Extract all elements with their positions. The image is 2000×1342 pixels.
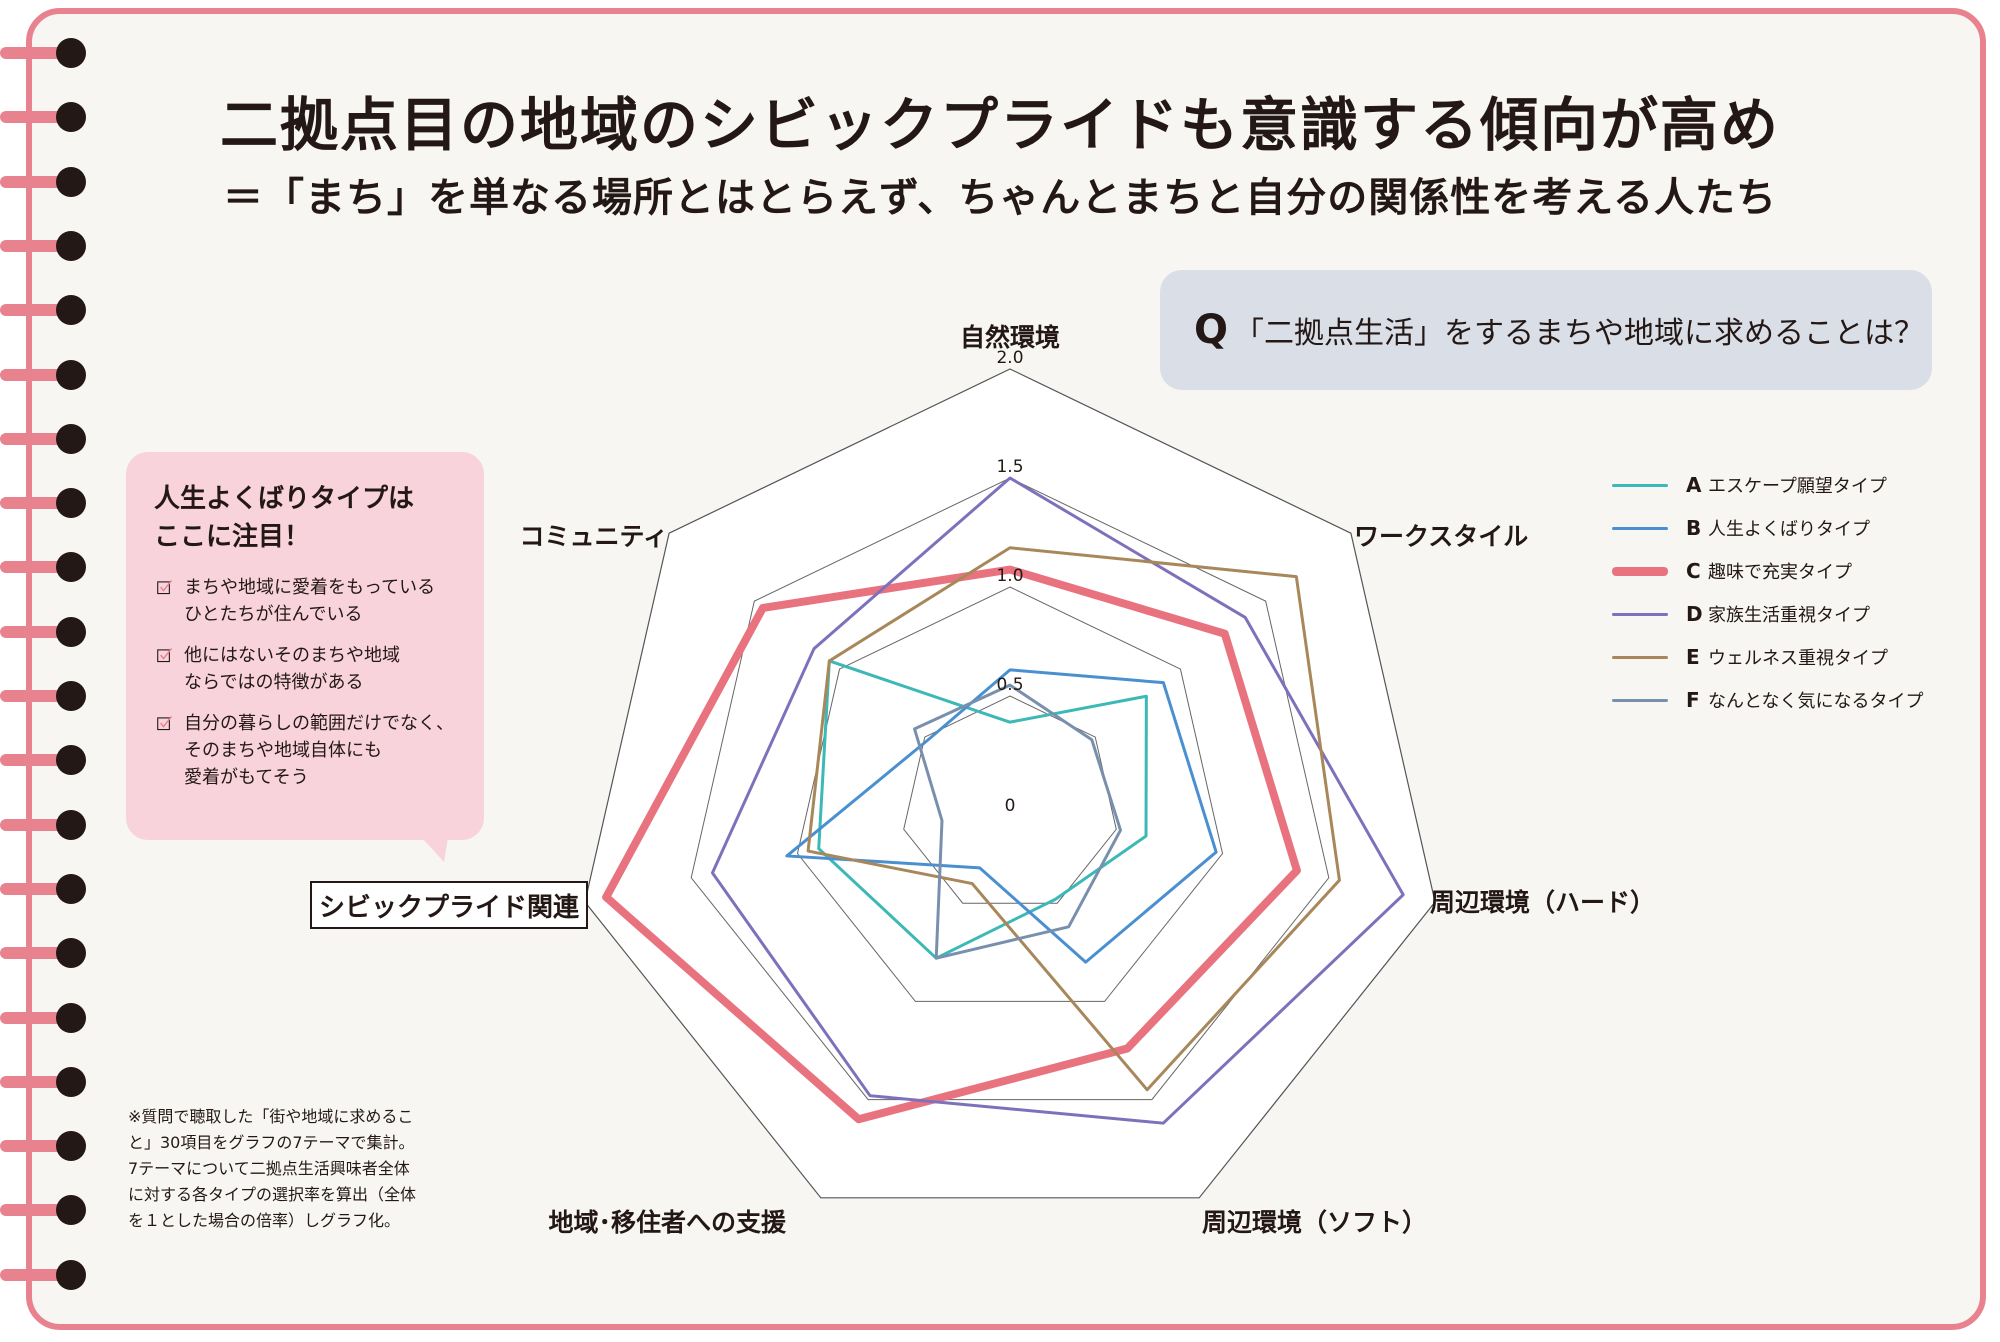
legend-letter: D	[1686, 602, 1703, 626]
binder-ring	[0, 230, 90, 261]
binder-ring	[0, 1259, 90, 1290]
series-line-F	[913, 683, 1123, 960]
series-line-E	[806, 546, 1341, 1092]
page-subtitle: ＝「まち」を単なる場所とはとらえず、ちゃんとまちと自分の関係性を考える人たち	[223, 175, 1777, 221]
legend-item: A エスケープ願望タイプ	[1612, 470, 1887, 500]
axis-label: 自然環境	[960, 323, 1060, 352]
binder-ring	[0, 1131, 90, 1162]
binder-ring	[0, 166, 90, 197]
footnote: ※質問で聴取した「街や地域に求めるこ と」30項目をグラフの7テーマで集計。 7…	[128, 1107, 417, 1230]
binder-ring	[0, 938, 90, 969]
series-line-A	[817, 659, 1148, 960]
question-mark-label: Q	[1194, 307, 1229, 353]
binder-ring	[0, 873, 90, 904]
legend-letter: A	[1686, 473, 1702, 497]
legend-letter: F	[1686, 688, 1700, 712]
binder-ring	[0, 616, 90, 647]
tick-label: 0.5	[996, 675, 1023, 695]
tick-label: 1.5	[996, 457, 1023, 477]
radar-grid-ring	[796, 586, 1224, 1002]
tick-label: 0	[1005, 796, 1016, 816]
series-line-C	[602, 565, 1301, 1124]
callout-box: 人生よくばりタイプは ここに注目！ まちや地域に愛着をもっている ひとたちが住ん…	[126, 452, 484, 862]
legend-item: E ウェルネス重視タイプ	[1612, 642, 1888, 672]
binder-ring	[0, 423, 90, 454]
checkbox-icon	[157, 716, 173, 731]
legend-letter: B	[1686, 516, 1702, 540]
legend-swatch	[1612, 483, 1668, 487]
legend-swatch	[1612, 698, 1668, 702]
binder-ring	[0, 102, 90, 133]
legend-letter: C	[1686, 559, 1701, 583]
legend-label: エスケープ願望タイプ	[1708, 476, 1887, 497]
question-text: 「二拠点生活」をするまちや地域に求めることは？	[1234, 316, 1925, 351]
binder-ring	[0, 38, 90, 68]
binder-ring	[0, 552, 90, 583]
binder-rings	[0, 0, 100, 1342]
binder-ring	[0, 488, 90, 519]
callout-item-text: まちや地域に愛着をもっている ひとたちが住んでいる	[184, 577, 436, 625]
legend-swatch	[1612, 566, 1668, 576]
callout-item-text: 他にはないそのまちや地域 ならではの特徴がある	[184, 645, 400, 693]
series-line-B	[785, 668, 1218, 964]
binder-ring	[0, 1195, 90, 1226]
axis-label: ワークスタイル	[1354, 522, 1528, 551]
tick-label: 2.0	[996, 348, 1023, 368]
callout-item: 自分の暮らしの範囲だけでなく、 そのまちや地域自体にも 愛着がもてそう	[154, 710, 460, 791]
legend-label: なんとなく気になるタイプ	[1708, 691, 1924, 712]
callout-item: まちや地域に愛着をもっている ひとたちが住んでいる	[154, 574, 460, 628]
legend-item: C 趣味で充実タイプ	[1612, 556, 1852, 586]
checkbox-icon	[157, 580, 173, 595]
binder-ring	[0, 745, 90, 776]
binder-ring	[0, 295, 90, 326]
callout-item: 他にはないそのまちや地域 ならではの特徴がある	[154, 642, 460, 696]
series-line-D	[710, 476, 1405, 1125]
callout-heading: 人生よくばりタイプは ここに注目！	[154, 484, 415, 552]
question-box: Q 「二拠点生活」をするまちや地域に求めることは？	[1160, 270, 1932, 390]
legend-swatch	[1612, 612, 1668, 616]
binder-ring	[0, 359, 90, 390]
binder-ring	[0, 1066, 90, 1097]
legend-label: 趣味で充実タイプ	[1708, 562, 1852, 583]
binder-ring	[0, 809, 90, 840]
checkbox-icon	[157, 648, 173, 663]
legend-label: 人生よくばりタイプ	[1708, 519, 1870, 540]
binder-ring	[0, 681, 90, 711]
axis-label: 地域･移住者への支援	[548, 1208, 787, 1237]
legend-letter: E	[1686, 645, 1700, 669]
axis-label: コミュニティ	[519, 522, 668, 551]
axis-label: 周辺環境（ハード）	[1430, 888, 1655, 917]
page-title: 二拠点目の地域のシビックプライドも意識する傾向が高め	[219, 91, 1780, 159]
callout-item-text: 自分の暮らしの範囲だけでなく、 そのまちや地域自体にも 愛着がもてそう	[184, 713, 454, 788]
legend-item: F なんとなく気になるタイプ	[1612, 685, 1923, 715]
legend-label: ウェルネス重視タイプ	[1708, 648, 1888, 669]
tick-label: 1.0	[996, 566, 1023, 586]
legend-swatch	[1612, 526, 1668, 530]
legend-swatch	[1612, 655, 1668, 659]
civic-pride-label: シビックプライド関連	[310, 881, 588, 929]
legend-item: D 家族生活重視タイプ	[1612, 599, 1870, 629]
axis-label: 周辺環境（ソフト）	[1202, 1208, 1427, 1237]
legend-label: 家族生活重視タイプ	[1708, 605, 1870, 626]
binder-ring	[0, 1002, 90, 1033]
legend-item: B 人生よくばりタイプ	[1612, 513, 1870, 543]
